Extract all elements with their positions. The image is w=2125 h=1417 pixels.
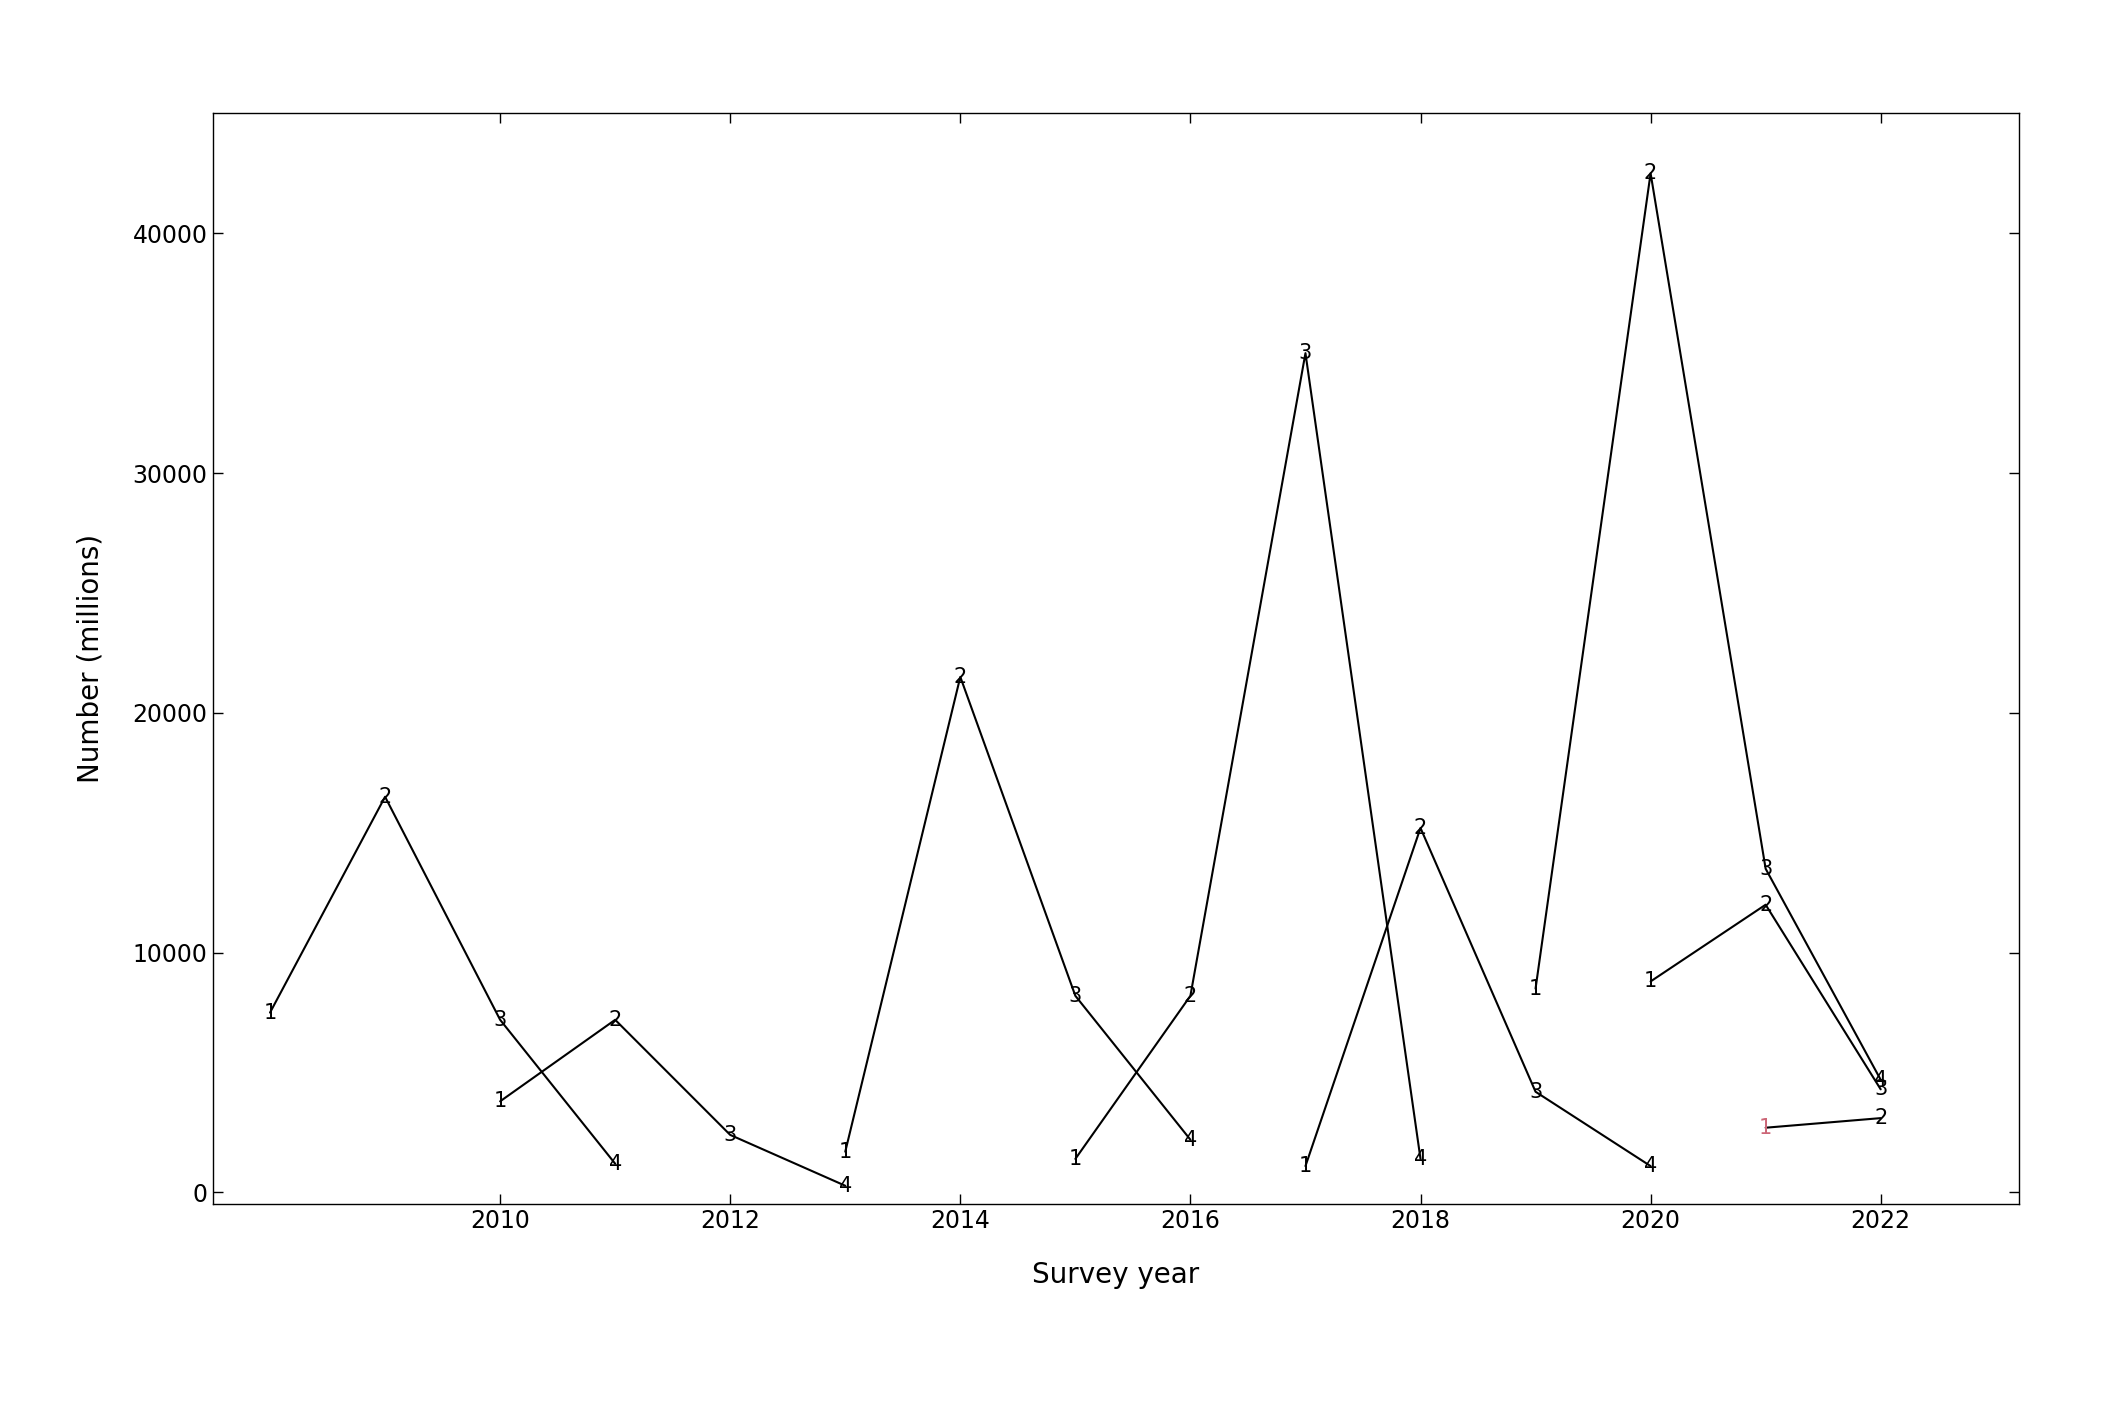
Text: 1: 1 <box>1645 972 1658 992</box>
Text: 1: 1 <box>493 1091 506 1111</box>
Text: 1: 1 <box>1760 1118 1772 1138</box>
Text: 3: 3 <box>725 1125 737 1145</box>
Text: 1: 1 <box>1069 1149 1082 1169</box>
Text: 3: 3 <box>493 1010 506 1030</box>
Text: 3: 3 <box>1069 986 1082 1006</box>
Text: 2: 2 <box>954 667 967 687</box>
Text: 2: 2 <box>608 1010 623 1030</box>
Text: 1: 1 <box>1298 1156 1311 1176</box>
Text: 4: 4 <box>1874 1070 1887 1090</box>
Text: 2: 2 <box>1184 986 1196 1006</box>
Text: 1: 1 <box>1528 979 1543 999</box>
Text: 2: 2 <box>1874 1108 1887 1128</box>
X-axis label: Survey year: Survey year <box>1033 1261 1198 1289</box>
Text: 4: 4 <box>1184 1129 1196 1149</box>
Text: 3: 3 <box>1528 1081 1543 1102</box>
Y-axis label: Number (millions): Number (millions) <box>76 534 104 784</box>
Text: 3: 3 <box>1760 859 1772 879</box>
Text: 2: 2 <box>1645 163 1658 183</box>
Text: 3: 3 <box>1874 1080 1887 1100</box>
Text: 2: 2 <box>378 786 391 806</box>
Text: 1: 1 <box>839 1142 852 1162</box>
Text: 4: 4 <box>608 1153 623 1173</box>
Text: 4: 4 <box>839 1176 852 1196</box>
Text: 1: 1 <box>264 1003 276 1023</box>
Text: 4: 4 <box>1413 1149 1428 1169</box>
Text: 3: 3 <box>1298 343 1311 363</box>
Text: 2: 2 <box>1413 818 1428 837</box>
Text: 4: 4 <box>1645 1156 1658 1176</box>
Text: 2: 2 <box>1760 894 1772 915</box>
